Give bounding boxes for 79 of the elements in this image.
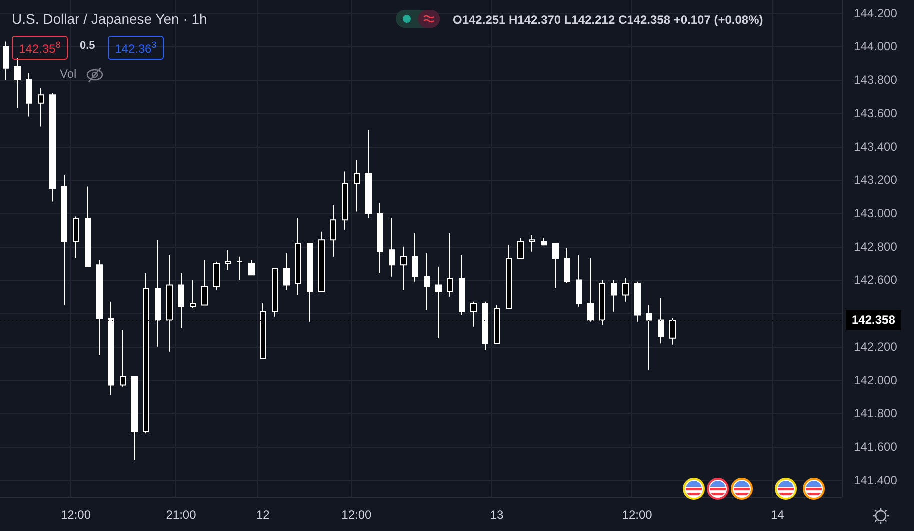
candlestick xyxy=(622,278,629,302)
candlestick xyxy=(424,253,430,311)
candlestick xyxy=(190,280,196,310)
candlestick xyxy=(552,242,559,290)
x-tick-label: 12:00 xyxy=(342,508,372,522)
y-tick-label: 143.200 xyxy=(854,173,898,188)
x-tick-label: 13 xyxy=(490,508,504,522)
candlestick xyxy=(61,174,67,306)
candlestick xyxy=(400,246,407,291)
y-tick-label: 143.000 xyxy=(854,206,898,220)
candlestick xyxy=(26,72,32,118)
candlestick xyxy=(108,301,114,396)
x-tick-label: 12:00 xyxy=(61,508,92,522)
candlestick xyxy=(354,160,360,212)
y-tick-label: 143.600 xyxy=(854,106,898,120)
y-tick-label: 144.200 xyxy=(854,6,898,20)
candlestick xyxy=(120,330,126,388)
candlestick xyxy=(3,41,9,81)
candlestick xyxy=(307,242,313,322)
candlestick xyxy=(447,232,453,298)
candlestick xyxy=(564,248,570,284)
candlestick xyxy=(377,202,383,274)
x-tick-label: 21:00 xyxy=(166,508,197,522)
candlestick xyxy=(658,298,664,344)
candlestick xyxy=(131,376,138,461)
text: U.S. Dollar / Japanese Yen · 1h xyxy=(12,11,208,27)
x-tick-label: 12:00 xyxy=(622,508,653,522)
candlestick xyxy=(435,266,442,340)
candlestick xyxy=(295,218,301,296)
candlestick xyxy=(529,234,535,252)
candlestick xyxy=(482,301,488,351)
annotation: Vol xyxy=(60,67,77,81)
y-tick-label: 143.400 xyxy=(854,140,898,154)
x-tick-label: 12 xyxy=(256,508,270,522)
candlestick xyxy=(587,258,594,322)
ref-line-label: 142.358 xyxy=(852,313,896,328)
candlestick xyxy=(389,218,395,278)
candlestick xyxy=(237,256,243,281)
candlestick xyxy=(155,240,161,348)
candlestick xyxy=(283,253,290,291)
y-tick-label: 144.000 xyxy=(854,40,898,54)
candlestick xyxy=(272,268,278,318)
candlestick xyxy=(342,171,348,231)
annotation: 142.35$^{8}$ xyxy=(12,36,68,60)
candlestick xyxy=(178,273,184,330)
y-tick-label: 142.600 xyxy=(854,273,898,288)
candlestick xyxy=(85,186,91,268)
candlestick xyxy=(459,254,465,316)
annotation: O142.251 H142.370 L142.212 C142.358 +0.107 (+0.08%) xyxy=(453,13,764,27)
candlestick xyxy=(49,92,56,202)
candlestick xyxy=(213,261,220,291)
candlestick xyxy=(248,260,255,276)
candlestick xyxy=(646,304,652,371)
y-tick-label: 143.800 xyxy=(854,73,898,88)
candlestick xyxy=(225,250,231,271)
candlestick xyxy=(330,204,336,258)
y-tick-label: 141.400 xyxy=(854,473,898,488)
y-tick-label: 142.800 xyxy=(854,240,898,254)
candlestick xyxy=(576,254,582,308)
candlestick xyxy=(541,238,547,246)
candlestick xyxy=(634,281,641,322)
candlestick xyxy=(412,232,418,282)
annotation: 0.5 xyxy=(80,40,96,52)
x-tick-label: 14 xyxy=(771,508,785,522)
candlestick xyxy=(38,88,44,128)
y-tick-label: 141.800 xyxy=(854,406,898,421)
candlestick xyxy=(73,216,79,260)
y-tick-label: 142.000 xyxy=(854,373,898,388)
candlestick xyxy=(506,244,512,310)
candlestick xyxy=(201,260,208,306)
y-tick-label: 142.200 xyxy=(854,340,898,354)
annotation: 142.36$^{3}$ xyxy=(108,36,164,60)
candlestick xyxy=(517,238,524,260)
candlestick xyxy=(611,280,617,312)
candlestick xyxy=(96,260,103,356)
candlestick xyxy=(365,130,372,219)
candlestick xyxy=(14,58,21,109)
y-tick-label: 141.600 xyxy=(854,440,898,454)
candlestick xyxy=(318,231,325,292)
